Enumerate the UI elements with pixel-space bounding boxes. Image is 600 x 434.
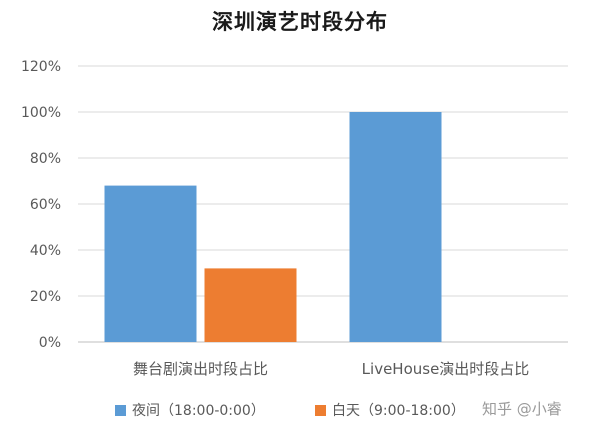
x-tick-label: 舞台剧演出时段占比 (133, 360, 268, 378)
y-tick-label: 60% (30, 197, 61, 213)
chart-title: 深圳演艺时段分布 (212, 10, 388, 34)
legend-label-day: 白天（9:00-18:00） (332, 403, 465, 419)
legend-item-day: 白天（9:00-18:00） (315, 400, 465, 420)
y-tick-label: 20% (30, 289, 61, 305)
y-tick-label: 40% (30, 243, 61, 259)
bar (204, 268, 297, 342)
watermark: 知乎 @小睿 (482, 400, 562, 418)
legend-label-night: 夜间（18:00-0:00） (132, 403, 265, 419)
y-tick-label: 0% (39, 335, 61, 351)
y-tick-label: 100% (21, 105, 61, 121)
x-tick-label: LiveHouse演出时段占比 (362, 360, 530, 378)
legend-item-night: 夜间（18:00-0:00） (115, 400, 265, 420)
legend-swatch-night (115, 404, 126, 416)
y-tick-label: 80% (30, 151, 61, 167)
legend-swatch-day (315, 404, 326, 416)
bar (104, 185, 197, 342)
bar (349, 112, 442, 342)
y-tick-label: 120% (21, 59, 61, 75)
